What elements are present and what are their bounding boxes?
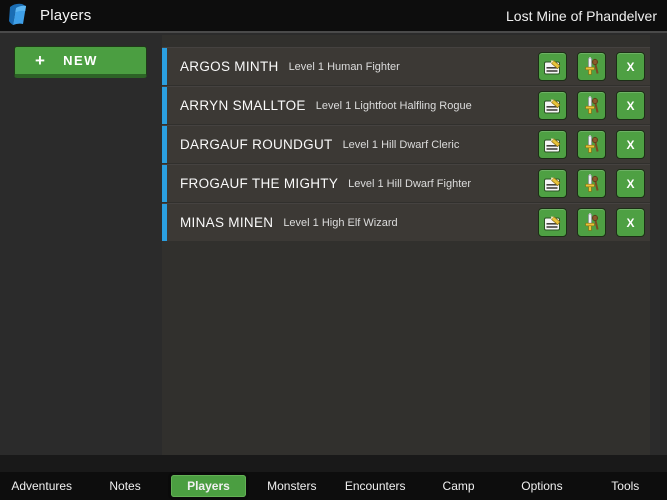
player-row[interactable]: ARGOS MINTH Level 1 Human Fighter — [162, 47, 650, 85]
delete-player-button[interactable]: X — [616, 208, 645, 237]
player-accent-stripe — [162, 165, 167, 202]
campaign-name: Lost Mine of Phandelver — [506, 7, 657, 24]
player-items-button[interactable] — [577, 91, 606, 120]
edit-note-icon — [544, 98, 561, 113]
tab-label: Encounters — [344, 479, 406, 493]
player-row[interactable]: DARGAUF ROUNDGUT Level 1 Hill Dwarf Cler… — [162, 125, 650, 163]
row-actions: X — [538, 52, 645, 81]
tab-tools[interactable]: Tools — [584, 475, 667, 497]
tab-label: Tools — [611, 479, 640, 493]
player-detail: Level 1 Hill Dwarf Cleric — [342, 138, 460, 151]
player-detail: Level 1 Hill Dwarf Fighter — [348, 177, 472, 190]
players-panel: ARGOS MINTH Level 1 Human Fighter — [162, 35, 650, 455]
player-items-button[interactable] — [577, 208, 606, 237]
new-button-label: NEW — [63, 53, 98, 68]
delete-player-button[interactable]: X — [616, 169, 645, 198]
tab-label: Camp — [442, 479, 475, 493]
player-items-button[interactable] — [577, 169, 606, 198]
player-items-button[interactable] — [577, 130, 606, 159]
player-row[interactable]: MINAS MINEN Level 1 High Elf Wizard — [162, 203, 650, 241]
equipment-icon — [585, 96, 599, 114]
tab-label: Players — [171, 475, 246, 497]
tab-label: Monsters — [267, 479, 317, 493]
footer: Adventures Notes Players Monsters Encoun… — [0, 455, 667, 500]
equipment-icon — [585, 174, 599, 192]
tab-label: Options — [521, 479, 563, 493]
player-accent-stripe — [162, 87, 167, 124]
tab-adventures[interactable]: Adventures — [0, 475, 83, 497]
edit-player-button[interactable] — [538, 91, 567, 120]
row-actions: X — [538, 130, 645, 159]
player-detail: Level 1 Lightfoot Halfling Rogue — [315, 99, 472, 112]
delete-x-label: X — [626, 59, 635, 74]
edit-player-button[interactable] — [538, 52, 567, 81]
delete-player-button[interactable]: X — [616, 52, 645, 81]
delete-x-label: X — [626, 215, 635, 230]
player-name: FROGAUF THE MIGHTY — [180, 176, 339, 191]
edit-note-icon — [544, 176, 561, 191]
tab-monsters[interactable]: Monsters — [250, 475, 333, 497]
player-accent-stripe — [162, 48, 167, 85]
player-accent-stripe — [162, 204, 167, 241]
delete-x-label: X — [626, 98, 635, 113]
edit-note-icon — [544, 215, 561, 230]
player-name: MINAS MINEN — [180, 215, 274, 230]
tab-encounters[interactable]: Encounters — [334, 475, 417, 497]
equipment-icon — [585, 213, 599, 231]
tab-camp[interactable]: Camp — [417, 475, 500, 497]
bottom-nav-bar: Adventures Notes Players Monsters Encoun… — [0, 472, 667, 500]
new-player-button[interactable]: + NEW — [14, 46, 147, 78]
header-bar: Players Lost Mine of Phandelver — [0, 0, 667, 33]
delete-x-label: X — [626, 176, 635, 191]
player-detail: Level 1 Human Fighter — [288, 60, 400, 73]
edit-player-button[interactable] — [538, 130, 567, 159]
player-items-button[interactable] — [577, 52, 606, 81]
tab-options[interactable]: Options — [500, 475, 583, 497]
player-row[interactable]: ARRYN SMALLTOE Level 1 Lightfoot Halflin… — [162, 86, 650, 124]
tab-players[interactable]: Players — [167, 475, 250, 497]
row-actions: X — [538, 91, 645, 120]
tab-label: Adventures — [11, 479, 73, 493]
tab-notes[interactable]: Notes — [83, 475, 166, 497]
tab-label: Notes — [109, 479, 141, 493]
player-name: DARGAUF ROUNDGUT — [180, 137, 333, 152]
player-accent-stripe — [162, 126, 167, 163]
equipment-icon — [585, 135, 599, 153]
equipment-icon — [585, 57, 599, 75]
edit-player-button[interactable] — [538, 208, 567, 237]
player-name: ARGOS MINTH — [180, 59, 279, 74]
row-actions: X — [538, 208, 645, 237]
delete-x-label: X — [626, 137, 635, 152]
edit-note-icon — [544, 59, 561, 74]
player-name: ARRYN SMALLTOE — [180, 98, 306, 113]
player-row[interactable]: FROGAUF THE MIGHTY Level 1 Hill Dwarf Fi… — [162, 164, 650, 202]
player-detail: Level 1 High Elf Wizard — [283, 216, 398, 229]
delete-player-button[interactable]: X — [616, 130, 645, 159]
footer-strip — [0, 455, 667, 472]
page-title: Players — [40, 7, 92, 24]
delete-player-button[interactable]: X — [616, 91, 645, 120]
plus-icon: + — [35, 51, 45, 70]
row-actions: X — [538, 169, 645, 198]
edit-player-button[interactable] — [538, 169, 567, 198]
app-logo-icon — [9, 3, 26, 26]
edit-note-icon — [544, 137, 561, 152]
